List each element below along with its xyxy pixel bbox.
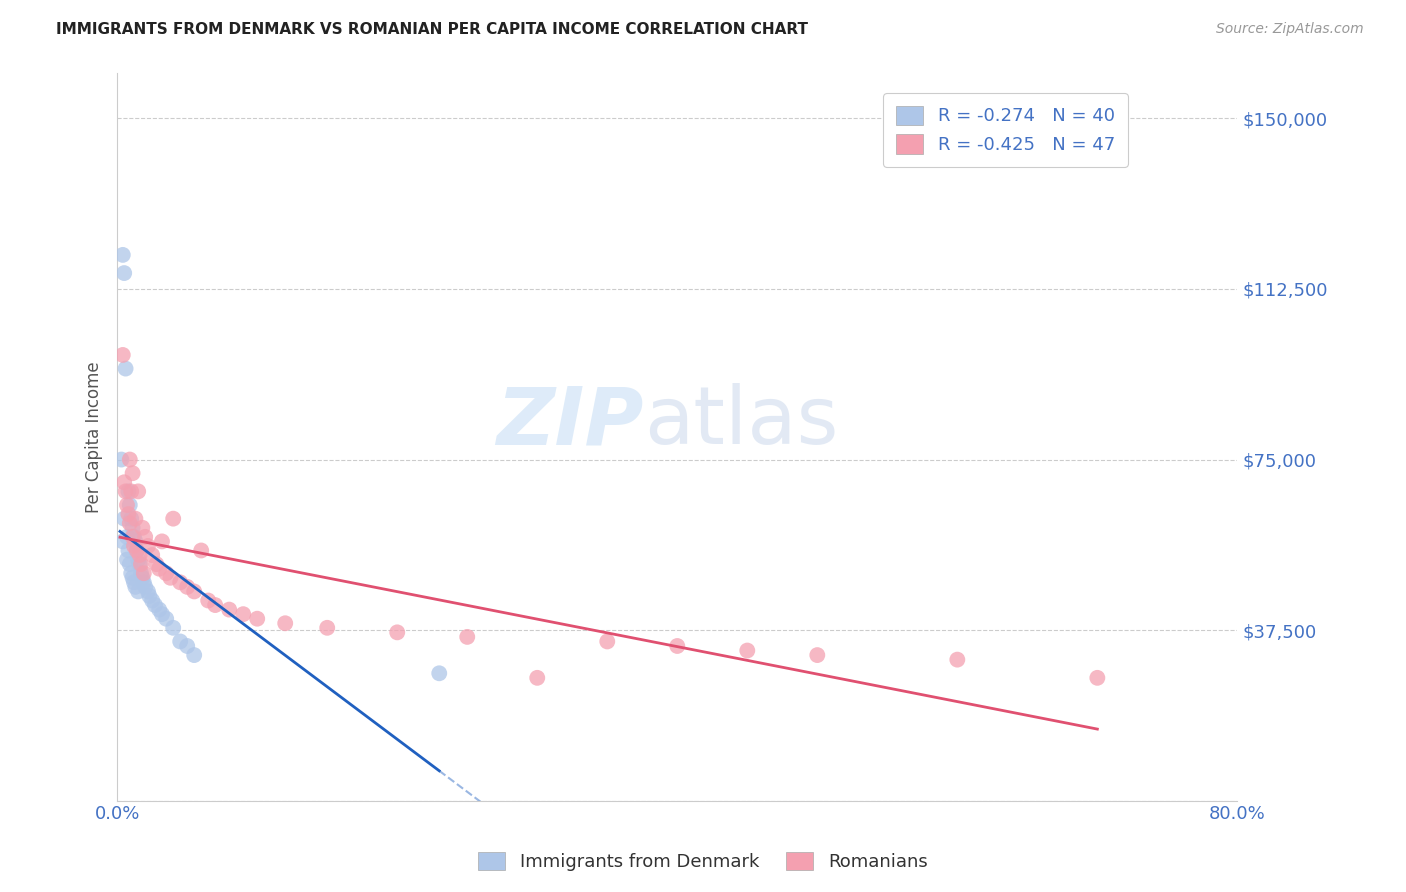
Point [737, 643, 759, 657]
Point [127, 552, 149, 566]
Point [427, 666, 450, 681]
Text: atlas: atlas [644, 384, 838, 461]
Point [218, 602, 240, 616]
Point [115, 552, 138, 566]
Point [115, 498, 138, 512]
Point [128, 548, 150, 562]
Point [131, 521, 153, 535]
Point [112, 266, 135, 280]
Legend: R = -0.274   N = 40, R = -0.425   N = 47: R = -0.274 N = 40, R = -0.425 N = 47 [883, 93, 1128, 167]
Point [121, 466, 143, 480]
Point [176, 639, 198, 653]
Point [456, 630, 478, 644]
Point [141, 548, 163, 562]
Point [120, 566, 142, 581]
Point [134, 530, 156, 544]
Point [114, 361, 136, 376]
Point [117, 484, 139, 499]
Point [1085, 671, 1108, 685]
Point [132, 566, 155, 581]
Point [125, 543, 148, 558]
Point [176, 580, 198, 594]
Point [117, 543, 139, 558]
Point [162, 511, 184, 525]
Point [145, 557, 167, 571]
Point [111, 248, 134, 262]
Text: IMMIGRANTS FROM DENMARK VS ROMANIAN PER CAPITA INCOME CORRELATION CHART: IMMIGRANTS FROM DENMARK VS ROMANIAN PER … [56, 22, 808, 37]
Point [136, 539, 159, 553]
Point [128, 557, 150, 571]
Point [183, 648, 205, 662]
Point [162, 621, 184, 635]
Point [124, 511, 146, 525]
Point [122, 575, 145, 590]
Point [129, 566, 152, 581]
Point [148, 602, 170, 616]
Point [141, 593, 163, 607]
Point [155, 566, 177, 581]
Point [526, 671, 548, 685]
Point [946, 653, 969, 667]
Point [111, 534, 134, 549]
Point [120, 511, 142, 525]
Point [183, 584, 205, 599]
Point [118, 516, 141, 531]
Point [246, 612, 269, 626]
Point [666, 639, 689, 653]
Point [274, 616, 297, 631]
Point [120, 484, 142, 499]
Point [190, 543, 212, 558]
Point [150, 534, 173, 549]
Point [134, 580, 156, 594]
Point [387, 625, 409, 640]
Point [118, 557, 141, 571]
Text: ZIP: ZIP [496, 384, 644, 461]
Point [169, 634, 191, 648]
Point [596, 634, 619, 648]
Point [806, 648, 828, 662]
Legend: Immigrants from Denmark, Romanians: Immigrants from Denmark, Romanians [471, 845, 935, 879]
Point [136, 584, 159, 599]
Point [316, 621, 339, 635]
Point [150, 607, 173, 622]
Y-axis label: Per Capita Income: Per Capita Income [86, 361, 103, 513]
Point [204, 598, 226, 612]
Point [121, 521, 143, 535]
Point [148, 562, 170, 576]
Point [155, 612, 177, 626]
Point [112, 475, 135, 490]
Point [121, 571, 143, 585]
Point [124, 534, 146, 549]
Point [127, 484, 149, 499]
Point [143, 598, 166, 612]
Point [121, 530, 143, 544]
Point [197, 593, 219, 607]
Point [159, 571, 181, 585]
Point [132, 575, 155, 590]
Point [118, 452, 141, 467]
Point [127, 584, 149, 599]
Point [122, 530, 145, 544]
Text: Source: ZipAtlas.com: Source: ZipAtlas.com [1216, 22, 1364, 37]
Point [138, 589, 160, 603]
Point [232, 607, 254, 622]
Point [114, 484, 136, 499]
Point [169, 575, 191, 590]
Point [131, 571, 153, 585]
Point [110, 452, 132, 467]
Point [122, 539, 145, 553]
Point [111, 348, 134, 362]
Point [129, 557, 152, 571]
Point [115, 530, 138, 544]
Point [125, 543, 148, 558]
Point [118, 498, 141, 512]
Point [117, 507, 139, 521]
Point [124, 580, 146, 594]
Point [112, 511, 135, 525]
